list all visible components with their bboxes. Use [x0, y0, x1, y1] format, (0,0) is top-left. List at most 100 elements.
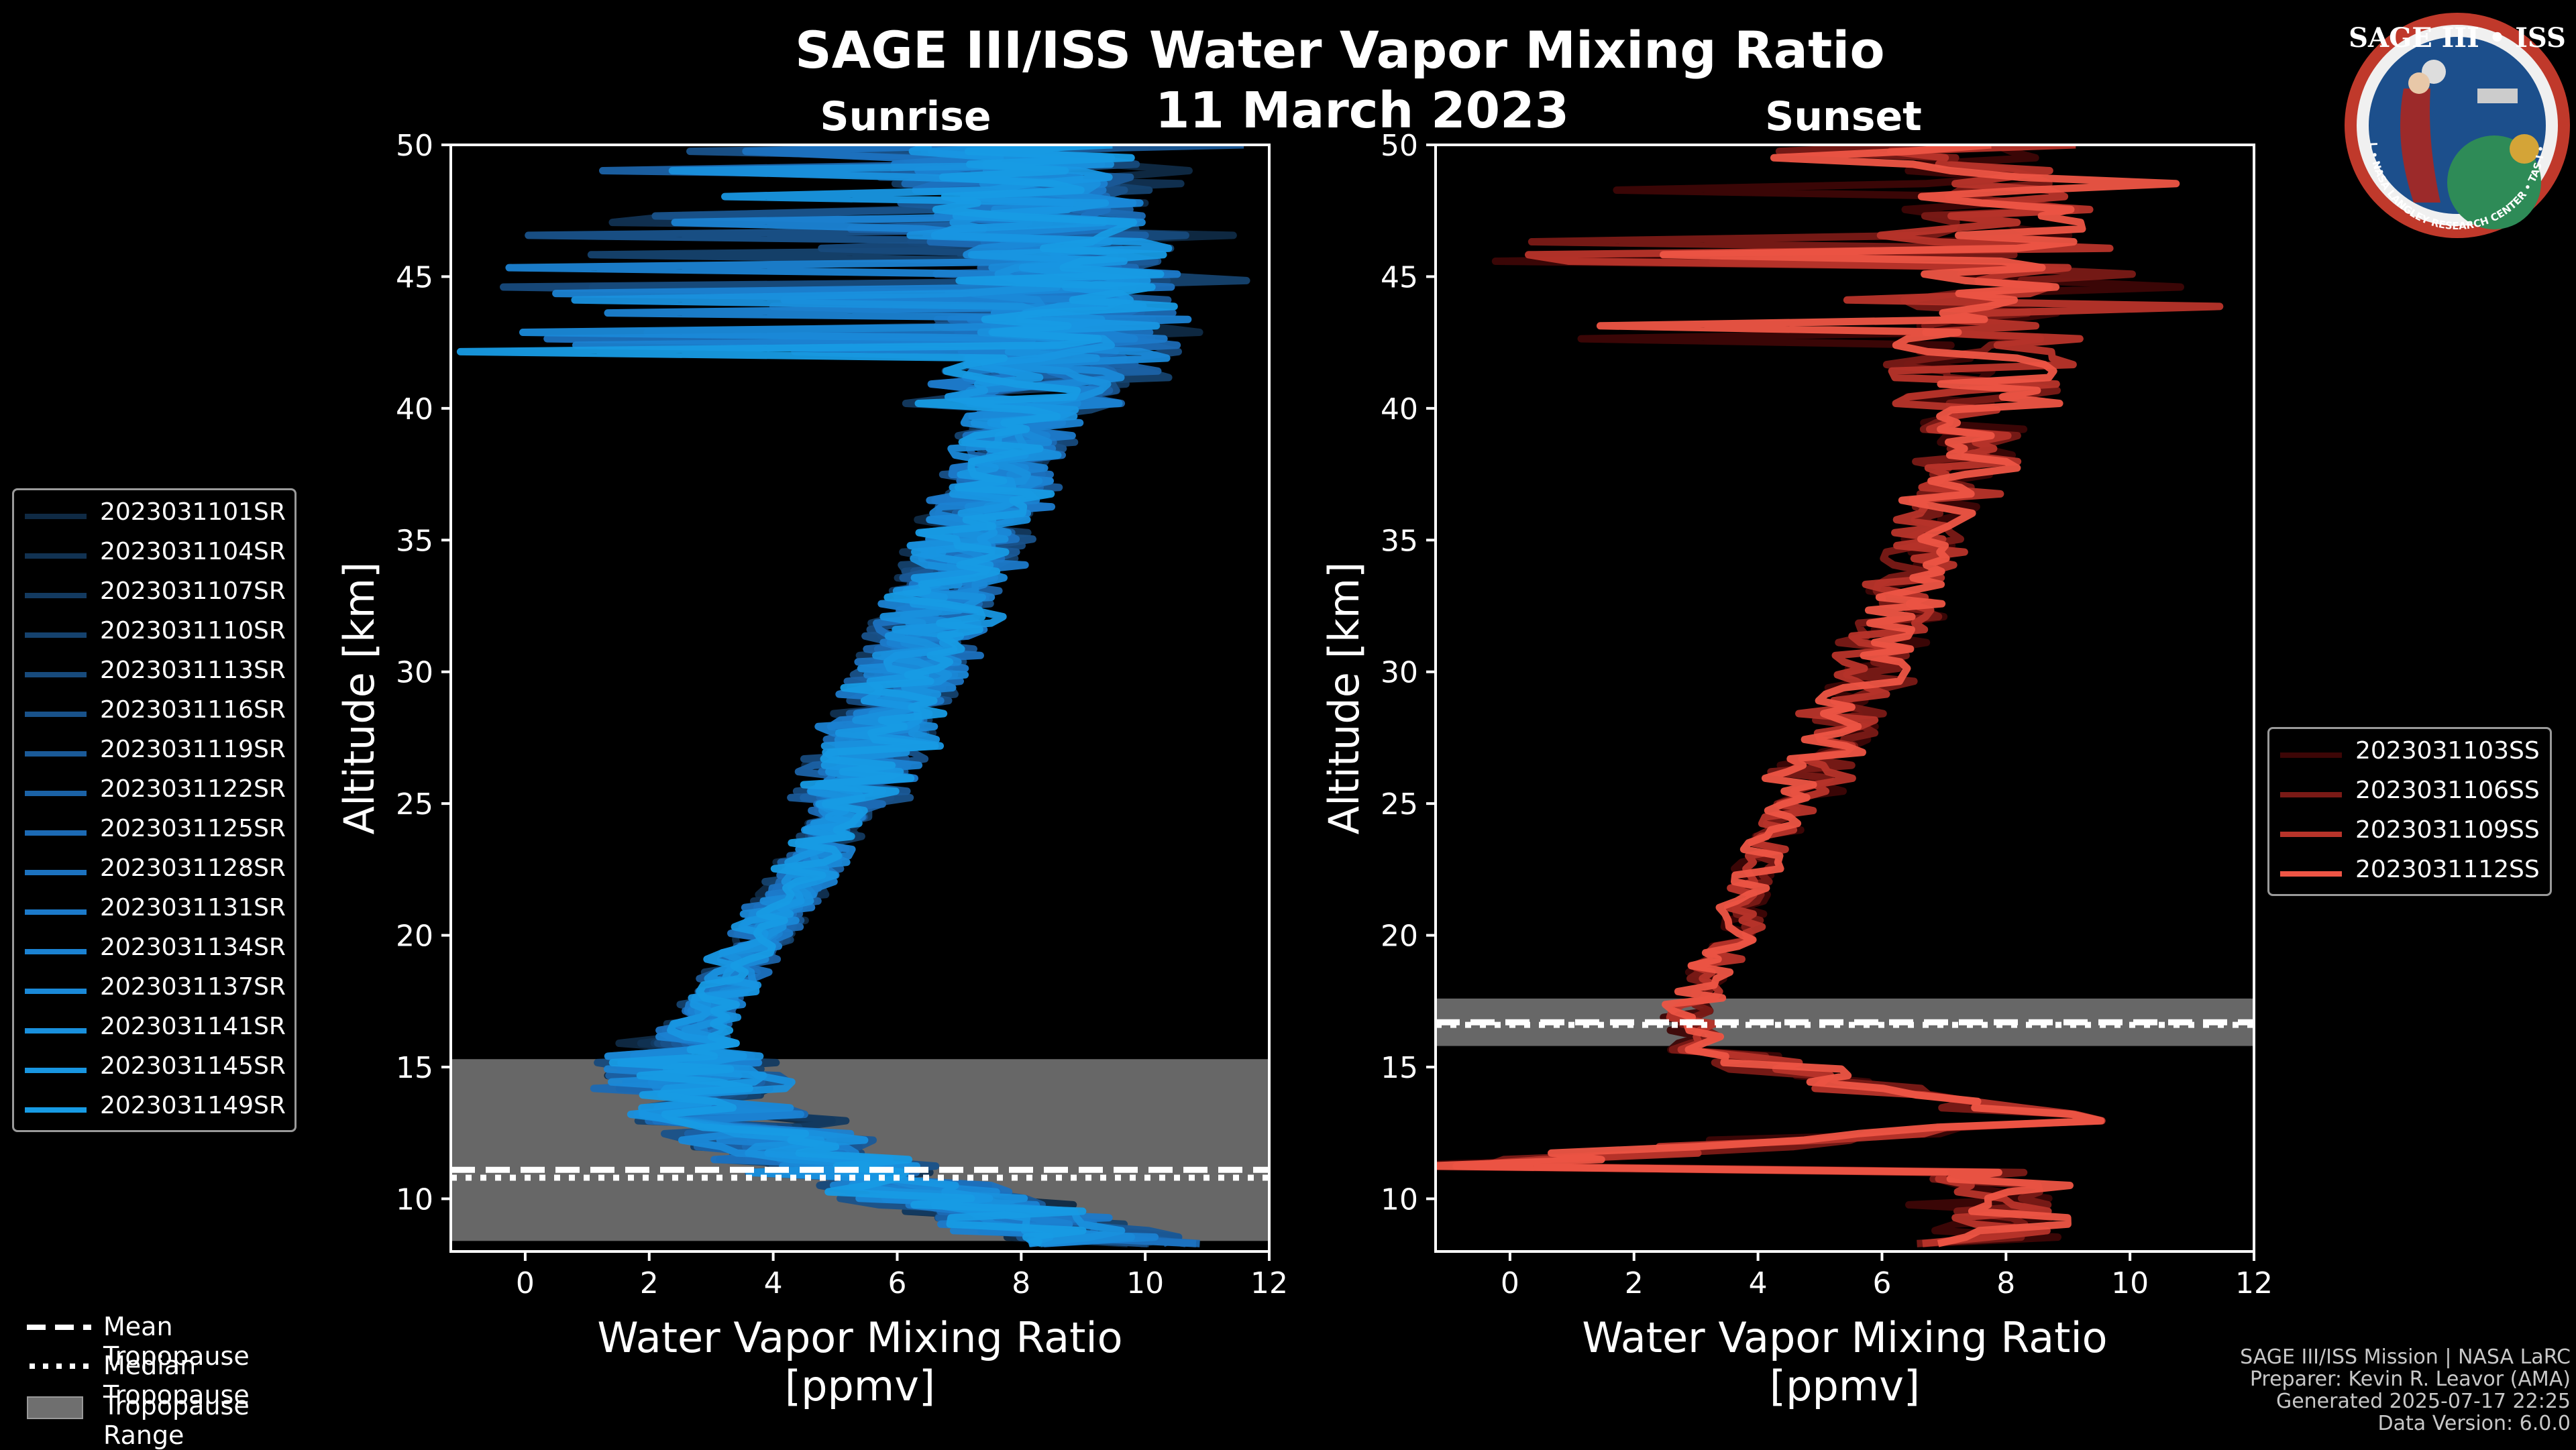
x-axis-label: Water Vapor Mixing Ratio	[1582, 1313, 2107, 1362]
legend-swatch	[25, 672, 87, 677]
y-tick-label: 15	[396, 1051, 433, 1085]
y-tick-label: 30	[1381, 656, 1418, 690]
y-tick-label: 50	[1381, 129, 1418, 163]
legend-label: 2023031103SS	[2355, 737, 2540, 765]
x-tick-label: 8	[1996, 1266, 2015, 1300]
legend-label: 2023031110SR	[100, 617, 286, 645]
legend-swatch	[25, 1068, 87, 1073]
legend-label: 2023031113SR	[100, 657, 286, 684]
legend-swatch	[25, 712, 87, 717]
legend-label: 2023031122SR	[100, 775, 286, 803]
x-tick-label: 8	[1012, 1266, 1030, 1300]
logo-iss-truss	[2477, 89, 2518, 103]
x-tick-label: 4	[1749, 1266, 1768, 1300]
legend-swatch	[25, 909, 87, 915]
y-tick-label: 10	[396, 1182, 433, 1217]
x-tick-label: 12	[1250, 1266, 1288, 1300]
legend-swatch	[25, 989, 87, 994]
profile-line-2023031149SR	[456, 145, 1178, 1247]
x-tick-label: 2	[1625, 1266, 1644, 1300]
y-tick-label: 40	[396, 392, 433, 427]
logo-figure-head	[2408, 72, 2430, 94]
profiles-group	[1436, 145, 2224, 1247]
y-tick-label: 15	[1381, 1051, 1418, 1085]
legend-label: 2023031134SR	[100, 934, 286, 961]
y-tick-label: 35	[1381, 524, 1418, 558]
legend-label: 2023031141SR	[100, 1013, 286, 1040]
legend-label: 2023031149SR	[100, 1092, 286, 1119]
legend-label: 2023031107SR	[100, 577, 286, 605]
legend-label: 2023031131SR	[100, 894, 286, 922]
y-tick-label: 35	[396, 524, 433, 558]
legend-swatch	[2280, 792, 2342, 797]
x-axis-unit: [ppmv]	[1770, 1361, 1920, 1410]
legend-swatch	[25, 514, 87, 519]
legend-swatch	[25, 632, 87, 638]
y-tick-label: 45	[1381, 260, 1418, 294]
y-tick-label: 30	[396, 656, 433, 690]
legend-label: 2023031109SS	[2355, 816, 2540, 844]
legend-label: 2023031119SR	[100, 736, 286, 763]
y-tick-label: 45	[396, 260, 433, 294]
legend-label: 2023031116SR	[100, 696, 286, 724]
x-tick-label: 10	[1126, 1266, 1164, 1300]
plot-frame	[449, 144, 1271, 1253]
y-tick-label: 20	[396, 919, 433, 954]
x-tick-label: 6	[888, 1266, 906, 1300]
footer-preparer: Preparer: Kevin R. Leavor (AMA)	[2249, 1368, 2571, 1391]
x-tick-label: 10	[2111, 1266, 2149, 1300]
x-tick-label: 4	[764, 1266, 783, 1300]
panel-title-sr: Sunrise	[820, 93, 991, 140]
x-tick-label: 2	[640, 1266, 659, 1300]
legend-swatch	[25, 1107, 87, 1113]
x-tick-label: 12	[2235, 1266, 2273, 1300]
footer-generated: Generated 2025-07-17 22:25	[2275, 1390, 2571, 1413]
legend-swatch	[25, 830, 87, 836]
plot-frame	[1434, 144, 2255, 1253]
figure-date: 11 March 2023	[1155, 82, 1570, 140]
y-tick-label: 25	[1381, 787, 1418, 822]
legend-swatch	[25, 870, 87, 875]
logo-sun	[2510, 134, 2539, 164]
profiles-group	[456, 145, 1250, 1247]
y-tick-label: 50	[396, 129, 433, 163]
y-tick-label: 25	[396, 787, 433, 822]
footer-data-version: Data Version: 6.0.0	[2377, 1412, 2571, 1435]
legend-label: 2023031128SR	[100, 854, 286, 882]
legend-swatch	[2280, 752, 2342, 758]
legend-swatch	[25, 949, 87, 954]
footer-credits: SAGE III/ISS Mission | NASA LaRC Prepare…	[2240, 1346, 2571, 1435]
x-axis-label: Water Vapor Mixing Ratio	[597, 1313, 1122, 1362]
sunrise-legend: 2023031101SR 2023031104SR 2023031107SR 2023…	[12, 488, 297, 1132]
legend-label: 2023031125SR	[100, 815, 286, 842]
legend-label: 2023031137SR	[100, 973, 286, 1001]
median-label: Median Tropopause	[103, 1351, 250, 1410]
mean-label: Mean Tropopause	[103, 1312, 250, 1371]
y-axis-label: Altitude [km]	[335, 562, 384, 835]
sunset-legend: 2023031103SS 2023031106SS 2023031109SS 2023…	[2267, 727, 2552, 896]
y-tick-label: 10	[1381, 1182, 1418, 1217]
legend-swatch	[25, 593, 87, 598]
legend-swatch	[25, 751, 87, 757]
legend-swatch	[25, 791, 87, 796]
legend-swatch	[25, 1028, 87, 1034]
x-tick-label: 6	[1872, 1266, 1891, 1300]
range-label: Tropopause Range	[103, 1391, 250, 1450]
profile-line-2023031109SS	[1452, 145, 2224, 1247]
range-swatch	[27, 1396, 83, 1419]
legend-label: 2023031106SS	[2355, 777, 2540, 804]
y-tick-label: 20	[1381, 919, 1418, 954]
profile-line-2023031112SS	[1436, 145, 2180, 1247]
x-axis-unit: [ppmv]	[785, 1361, 935, 1410]
x-tick-label: 0	[516, 1266, 535, 1300]
logo-figure-robe	[2400, 89, 2440, 203]
legend-label: 2023031101SR	[100, 498, 286, 526]
legend-swatch	[2280, 832, 2342, 837]
y-tick-label: 40	[1381, 392, 1418, 427]
logo-title-text: SAGE III • ISS	[2349, 22, 2566, 54]
legend-swatch	[25, 553, 87, 559]
mission-logo: SAGE III • ISSBALL • NASA LANGLEY RESEAR…	[2340, 8, 2570, 238]
